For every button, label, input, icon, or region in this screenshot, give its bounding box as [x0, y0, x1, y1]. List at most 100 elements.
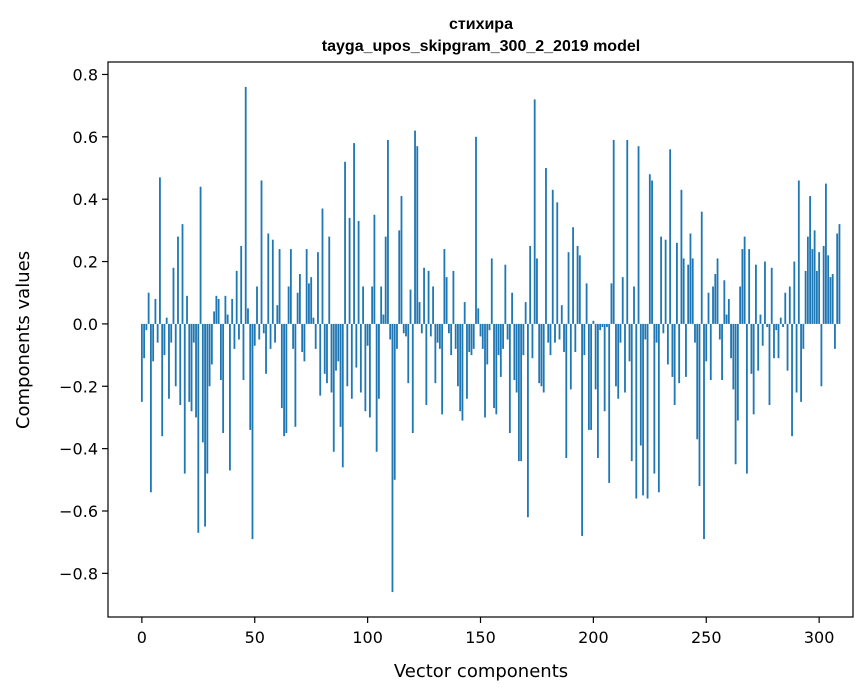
bar-306 [831, 274, 834, 324]
bar-126 [425, 323, 428, 405]
bar-204 [601, 323, 604, 328]
bar-62 [280, 323, 283, 409]
bar-152 [484, 323, 486, 418]
bar-247 [698, 323, 701, 487]
bar-302 [822, 245, 825, 324]
bar-114 [398, 230, 401, 324]
bar-240 [682, 258, 685, 324]
chart-title: стихира [449, 16, 513, 33]
bar-148 [475, 136, 477, 324]
bar-189 [567, 252, 570, 324]
bar-122 [416, 146, 419, 324]
bar-23 [192, 323, 195, 343]
bar-187 [563, 323, 565, 352]
bar-130 [434, 323, 437, 384]
bar-289 [793, 261, 796, 324]
bar-293 [802, 323, 805, 349]
bar-84 [330, 323, 333, 393]
bar-134 [443, 249, 446, 324]
bar-46 [244, 86, 247, 324]
bar-0 [140, 323, 143, 402]
bar-72 [303, 323, 306, 362]
bar-67 [292, 323, 295, 349]
bar-291 [797, 180, 800, 324]
bar-304 [827, 255, 830, 324]
bar-129 [432, 286, 434, 324]
bar-203 [599, 323, 602, 331]
chart-subtitle: tayga_upos_skipgram_300_2_2019 model [322, 38, 640, 55]
bar-309 [838, 224, 841, 324]
bar-139 [454, 323, 457, 349]
bar-236 [673, 323, 676, 405]
bar-198 [587, 323, 590, 430]
bar-276 [764, 261, 766, 324]
bar-168 [520, 323, 523, 462]
x-tick-label-200: 200 [578, 628, 609, 647]
bar-2 [145, 323, 148, 331]
bar-180 [547, 323, 550, 343]
bar-225 [648, 174, 651, 324]
bar-71 [301, 323, 304, 352]
bar-4 [149, 323, 152, 493]
bar-52 [258, 323, 261, 340]
y-axis-ticks: −0.8 −0.6 −0.4 −0.2 0.0 0.2 0.4 0.6 0.8 [59, 65, 108, 583]
bar-121 [414, 130, 416, 324]
bar-183 [554, 323, 556, 343]
bar-5 [152, 323, 155, 362]
bar-186 [560, 305, 563, 324]
bar-95 [355, 323, 358, 368]
bar-244 [691, 258, 694, 324]
bar-223 [644, 323, 647, 340]
bar-200 [592, 320, 595, 324]
bar-137 [450, 323, 453, 356]
bar-111 [391, 323, 394, 593]
bar-150 [479, 323, 482, 337]
bar-109 [387, 139, 389, 324]
bar-267 [743, 236, 746, 324]
bar-42 [235, 270, 238, 324]
bar-265 [739, 286, 742, 324]
bar-197 [585, 283, 588, 324]
x-tick-label-150: 150 [465, 628, 496, 647]
bar-239 [680, 189, 683, 324]
bar-273 [757, 323, 760, 371]
bar-177 [540, 323, 543, 387]
bar-248 [700, 211, 703, 324]
bar-190 [569, 323, 572, 390]
bar-22 [190, 323, 193, 412]
bar-260 [727, 298, 730, 324]
bar-68 [294, 323, 297, 427]
bar-160 [502, 323, 504, 349]
bar-50 [253, 323, 256, 346]
bar-85 [332, 323, 335, 452]
bar-169 [522, 323, 525, 356]
bar-37 [224, 295, 227, 324]
bar-112 [393, 323, 396, 480]
bar-166 [515, 323, 518, 393]
bar-66 [289, 249, 292, 324]
bar-60 [276, 305, 279, 324]
x-tick-label-300: 300 [804, 628, 835, 647]
x-tick-label-100: 100 [352, 628, 383, 647]
bar-217 [630, 323, 633, 462]
bar-144 [466, 323, 468, 399]
bar-171 [527, 323, 529, 518]
bar-216 [628, 323, 631, 362]
bar-297 [811, 249, 814, 324]
bar-230 [660, 236, 663, 324]
bar-252 [709, 323, 712, 381]
bar-group [140, 86, 841, 593]
bar-154 [488, 323, 491, 331]
bar-100 [366, 323, 369, 346]
bar-10 [163, 323, 166, 356]
bar-222 [642, 323, 644, 496]
bar-106 [380, 286, 383, 324]
x-axis-ticks: 0 50 100 150 200 250 300 [137, 617, 835, 647]
bar-13 [170, 323, 173, 343]
y-tick-label-4: 0.0 [73, 315, 98, 334]
bar-268 [745, 323, 748, 474]
bar-188 [565, 323, 568, 458]
bar-282 [777, 323, 780, 359]
bar-181 [549, 323, 552, 356]
